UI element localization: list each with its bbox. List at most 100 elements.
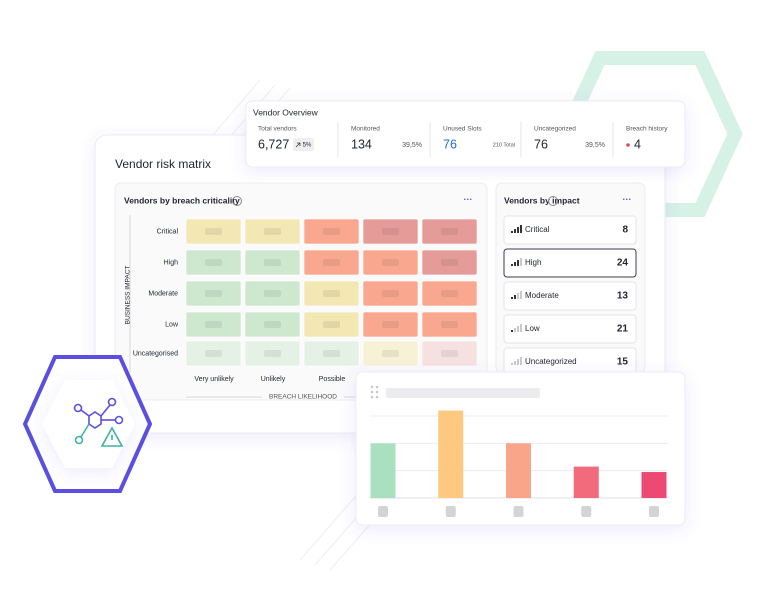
metric-note: 39,5%: [585, 142, 605, 149]
cell-pill: [264, 228, 281, 235]
cell-pill: [382, 228, 399, 235]
bar: [506, 443, 531, 498]
matrix-cell[interactable]: [362, 249, 419, 276]
matrix-cell[interactable]: [303, 249, 360, 276]
matrix-cell[interactable]: [421, 280, 478, 307]
more-button[interactable]: ···: [623, 194, 632, 204]
panel-title: Vendors by breach criticality: [124, 195, 240, 205]
info-icon[interactable]: [548, 196, 558, 206]
label-placeholder: [378, 506, 388, 517]
impact-item[interactable]: [503, 281, 637, 311]
cell-pill: [264, 259, 281, 266]
matrix-cell[interactable]: [303, 311, 360, 338]
overview-card: [245, 100, 686, 168]
metric-label: Breach history: [626, 126, 668, 133]
signal-bar: [517, 359, 519, 365]
signal-bar: [511, 363, 513, 365]
matrix-cell[interactable]: [362, 311, 419, 338]
signal-bar: [514, 361, 516, 365]
cell-pill: [264, 321, 281, 328]
bar: [573, 466, 599, 498]
impact-panel: [495, 182, 646, 374]
signal-bar: [514, 295, 516, 299]
metric-label: Total vendors: [258, 126, 297, 133]
matrix-cell[interactable]: [185, 311, 242, 338]
matrix-cell[interactable]: [185, 280, 242, 307]
matrix-cell[interactable]: [244, 311, 301, 338]
matrix-cell[interactable]: [421, 340, 478, 367]
info-icon[interactable]: [232, 196, 242, 206]
matrix-cell[interactable]: [303, 280, 360, 307]
impact-label: High: [525, 258, 541, 267]
row-label: High: [164, 259, 179, 266]
row-label: Moderate: [148, 290, 178, 297]
matrix-cell[interactable]: [244, 218, 301, 245]
cell-pill: [323, 321, 340, 328]
matrix-cell[interactable]: [244, 280, 301, 307]
impact-label: Low: [525, 324, 540, 333]
cell-pill: [205, 228, 222, 235]
cell-pill: [441, 228, 458, 235]
impact-item[interactable]: [503, 215, 637, 245]
cell-pill: [323, 350, 340, 357]
matrix-cell[interactable]: [185, 340, 242, 367]
impact-count: 8: [622, 225, 628, 236]
matrix-cell[interactable]: [362, 218, 419, 245]
cell-pill: [323, 290, 340, 297]
impact-label: Critical: [525, 225, 550, 234]
impact-item[interactable]: [503, 248, 637, 278]
signal-bar: [520, 258, 522, 266]
metric-value: 134: [351, 137, 372, 151]
metric-value: 6,727: [258, 137, 289, 151]
column-label: Unlikely: [261, 376, 286, 383]
impact-item[interactable]: [503, 314, 637, 344]
signal-bar: [514, 262, 516, 266]
signal-bar: [511, 330, 513, 332]
cell-pill: [382, 259, 399, 266]
matrix-cell[interactable]: [244, 340, 301, 367]
signal-bar: [520, 291, 522, 299]
label-placeholder: [649, 506, 659, 517]
matrix-cell[interactable]: [185, 249, 242, 276]
matrix-cell[interactable]: [421, 218, 478, 245]
matrix-cell[interactable]: [244, 249, 301, 276]
impact-count: 15: [617, 357, 629, 368]
y-axis-label: BUSINESS IMPACT: [125, 266, 132, 325]
signal-bar: [520, 357, 522, 365]
title-placeholder: [386, 388, 540, 398]
signal-bar: [520, 225, 522, 233]
matrix-cell[interactable]: [421, 249, 478, 276]
impact-count: 24: [617, 258, 629, 269]
cell-pill: [382, 350, 399, 357]
metric-label: Unused Slots: [443, 126, 482, 133]
bar: [370, 443, 396, 498]
matrix-cell[interactable]: [421, 311, 478, 338]
network-risk-icon: [73, 397, 124, 447]
signal-bar: [514, 229, 516, 233]
cell-pill: [205, 290, 222, 297]
impact-count: 13: [617, 291, 629, 302]
row-label: Critical: [157, 228, 179, 235]
impact-label: Moderate: [525, 291, 559, 300]
cell-pill: [382, 290, 399, 297]
label-placeholder: [513, 506, 524, 517]
cell-pill: [264, 350, 281, 357]
matrix-cell[interactable]: [185, 218, 242, 245]
matrix-cell[interactable]: [303, 340, 360, 367]
metric-label: Monitored: [351, 126, 380, 133]
cell-pill: [323, 228, 340, 235]
cell-pill: [441, 290, 458, 297]
status-dot: [626, 143, 630, 147]
drag-handle[interactable]: [370, 385, 379, 399]
matrix-cell[interactable]: [362, 340, 419, 367]
trend-arrow: [295, 142, 301, 148]
matrix-cell[interactable]: [362, 280, 419, 307]
matrix-cell[interactable]: [303, 218, 360, 245]
label-placeholder: [581, 506, 592, 517]
more-button[interactable]: ···: [464, 194, 473, 204]
cell-pill: [205, 350, 222, 357]
cell-pill: [205, 259, 222, 266]
signal-bar: [511, 231, 513, 233]
metric-value: 4: [634, 137, 641, 151]
signal-bar: [514, 328, 516, 332]
